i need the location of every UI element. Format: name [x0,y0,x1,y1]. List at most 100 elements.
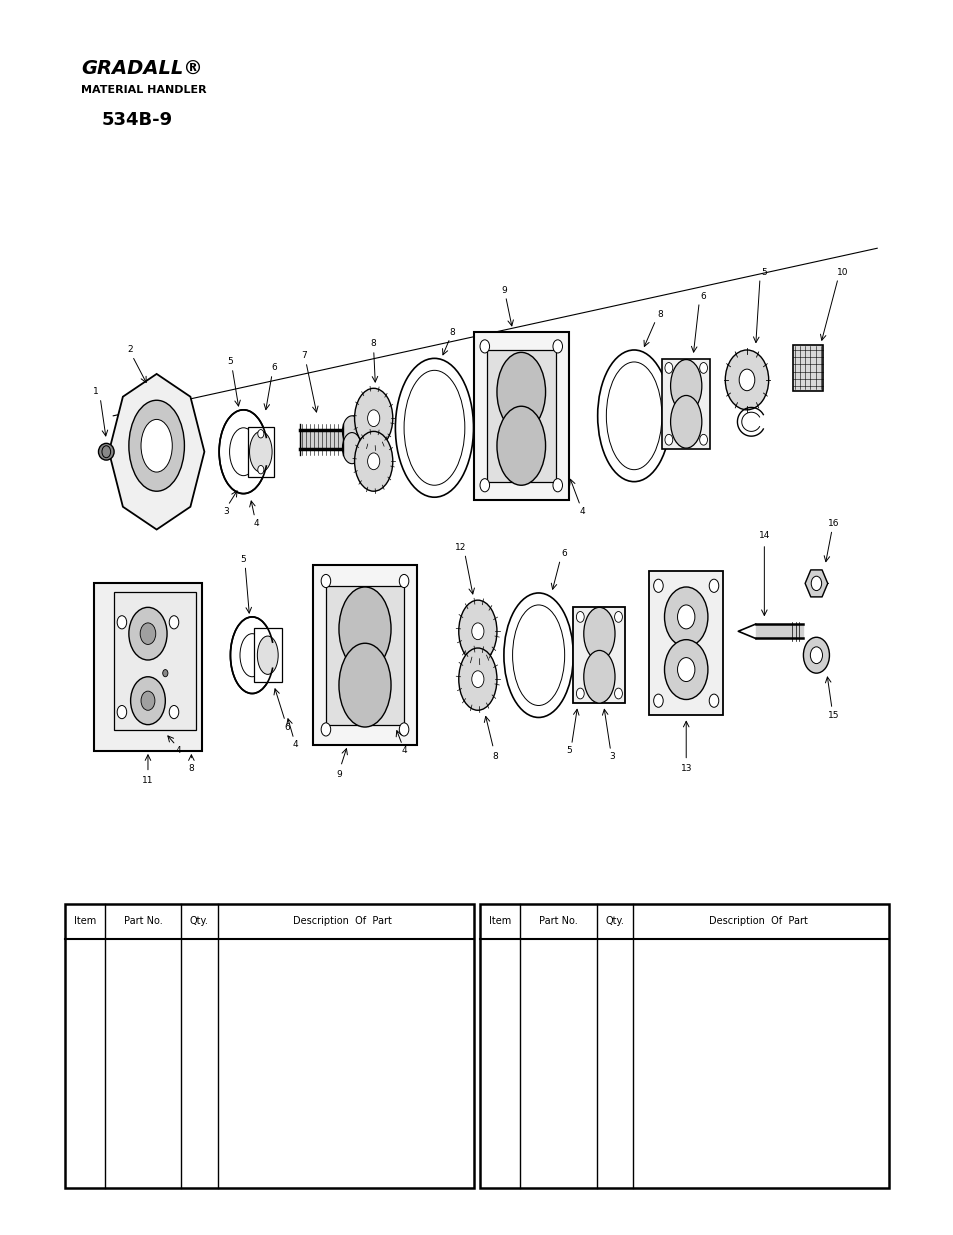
Circle shape [553,340,562,353]
Circle shape [472,622,483,640]
Text: 4: 4 [175,746,181,756]
Ellipse shape [257,636,278,674]
Text: Qty.: Qty. [605,916,623,926]
Text: 6: 6 [561,550,567,558]
Bar [573,608,625,703]
Ellipse shape [458,600,497,662]
Text: 8: 8 [189,764,194,773]
Ellipse shape [355,388,393,448]
Text: 12: 12 [455,543,466,552]
Text: Item: Item [73,916,96,926]
Text: 6: 6 [271,363,276,373]
Text: 5: 5 [565,746,571,756]
Circle shape [664,640,707,699]
Text: 5: 5 [760,268,766,277]
Text: 8: 8 [449,327,455,336]
Text: Part No.: Part No. [124,916,162,926]
Circle shape [653,579,662,593]
Circle shape [321,722,331,736]
Text: 4: 4 [293,741,298,750]
Ellipse shape [98,443,114,461]
Circle shape [739,369,754,390]
Circle shape [479,479,489,492]
Text: 13: 13 [679,764,691,773]
Circle shape [576,688,583,699]
Text: 5: 5 [240,555,246,564]
Circle shape [677,605,694,629]
Circle shape [699,363,707,373]
Text: 3: 3 [223,508,229,516]
Circle shape [664,363,672,373]
Ellipse shape [670,395,701,448]
Text: 14: 14 [758,531,769,540]
Ellipse shape [129,400,184,492]
Bar [661,359,709,448]
Text: 8: 8 [657,310,662,319]
Ellipse shape [355,431,393,492]
Text: Item: Item [489,916,511,926]
Circle shape [321,574,331,588]
Circle shape [367,410,379,426]
Text: 2: 2 [128,346,133,354]
Polygon shape [109,374,204,530]
Circle shape [802,637,828,673]
Circle shape [809,647,821,663]
Text: 8: 8 [492,752,497,762]
Ellipse shape [606,362,661,469]
Circle shape [472,671,483,688]
Circle shape [163,669,168,677]
Bar [326,585,404,725]
Ellipse shape [512,605,564,705]
Text: 7: 7 [301,352,307,361]
Polygon shape [804,569,827,597]
Text: 10: 10 [836,268,847,277]
Circle shape [677,657,694,682]
Ellipse shape [497,406,545,485]
Bar [649,572,722,715]
Bar [65,904,474,1188]
Circle shape [479,340,489,353]
Circle shape [553,479,562,492]
Ellipse shape [458,648,497,710]
Text: 534B-9: 534B-9 [102,111,173,130]
Circle shape [169,705,178,719]
Circle shape [129,608,167,659]
Circle shape [724,350,768,410]
Ellipse shape [583,651,615,703]
Text: MATERIAL HANDLER: MATERIAL HANDLER [81,85,207,95]
Ellipse shape [338,587,391,671]
Ellipse shape [597,350,670,482]
Circle shape [140,622,155,645]
Ellipse shape [230,427,257,475]
Circle shape [708,579,718,593]
Text: 1: 1 [92,388,99,396]
Circle shape [102,446,111,458]
Circle shape [664,435,672,445]
Text: Qty.: Qty. [190,916,209,926]
Text: 9: 9 [500,285,506,295]
Ellipse shape [250,431,272,472]
Circle shape [653,694,662,708]
Circle shape [614,688,621,699]
Text: 4: 4 [401,746,406,756]
Text: Description  Of  Part: Description Of Part [293,916,392,926]
Text: 6: 6 [284,722,290,731]
Ellipse shape [141,420,172,472]
Text: Description  Of  Part: Description Of Part [708,916,806,926]
Text: 3: 3 [609,752,615,762]
Circle shape [257,430,264,438]
Ellipse shape [395,358,473,498]
Ellipse shape [338,643,391,727]
Text: 6: 6 [700,291,706,300]
Circle shape [141,692,154,710]
Ellipse shape [583,608,615,659]
Circle shape [399,574,409,588]
Bar [313,566,416,745]
Text: 15: 15 [827,710,839,720]
Ellipse shape [342,432,361,463]
Text: 4: 4 [253,519,259,529]
Ellipse shape [404,370,464,485]
Circle shape [367,453,379,469]
Bar [486,350,556,482]
Circle shape [708,694,718,708]
